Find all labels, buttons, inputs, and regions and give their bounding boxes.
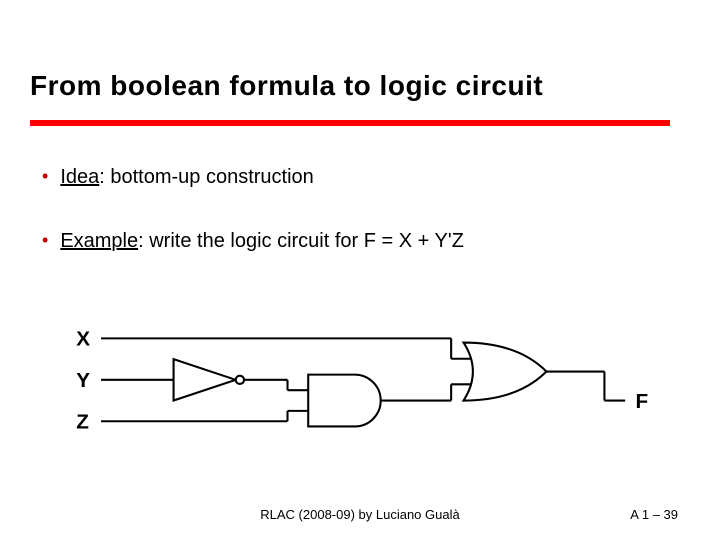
svg-text:X: X [76, 328, 90, 351]
logic-circuit: XYZ F [70, 310, 650, 460]
bullet-keyword: Idea [60, 166, 99, 188]
footer-center: RLAC (2008-09) by Luciano Gualà [0, 507, 720, 522]
circuit-svg: XYZ F [70, 310, 650, 460]
bullet-marker: • [42, 229, 48, 251]
bullet-item: • Idea: bottom-up construction [42, 165, 662, 189]
footer-right-prefix: A 1 – [630, 507, 663, 522]
slide-title: From boolean formula to logic circuit [30, 70, 543, 102]
bullet-marker: • [42, 165, 48, 187]
bullet-rest: : write the logic circuit for F = X + Y'… [138, 230, 464, 252]
footer-right: A 1 – 39 [630, 507, 678, 522]
bullet-rest: : bottom-up construction [99, 166, 314, 188]
bullet-list: • Idea: bottom-up construction • Example… [42, 165, 662, 293]
bullet-item: • Example: write the logic circuit for F… [42, 229, 662, 253]
svg-text:Y: Y [76, 369, 90, 392]
svg-text:Z: Z [76, 411, 89, 434]
bullet-keyword: Example [60, 230, 138, 252]
title-underline [30, 120, 670, 126]
bullet-text: Example: write the logic circuit for F =… [60, 229, 464, 253]
bullet-text: Idea: bottom-up construction [60, 165, 314, 189]
footer-page-number: 39 [664, 507, 678, 522]
svg-text:F: F [636, 390, 649, 413]
